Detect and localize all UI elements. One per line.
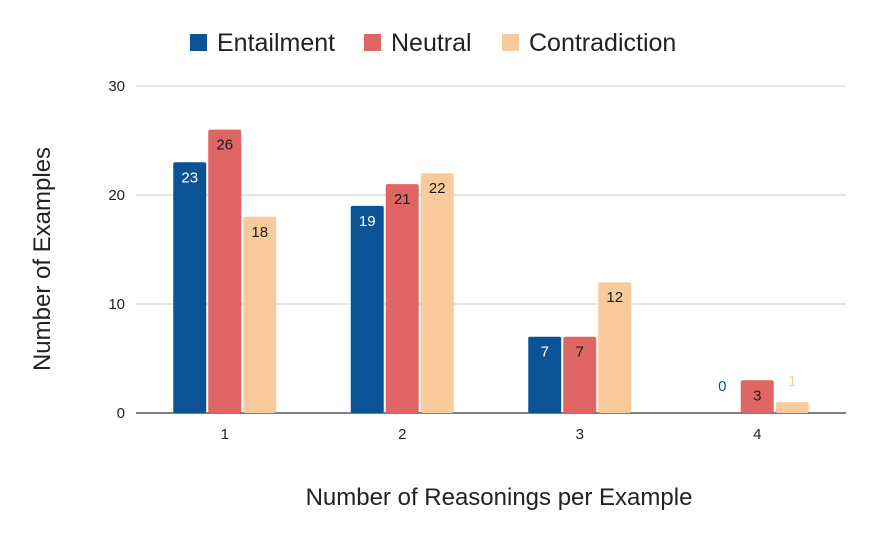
bars: 23 26 18 19 21 22 7 7 12 0 3 1	[173, 129, 809, 413]
legend-label-neutral: Neutral	[391, 29, 472, 57]
x-tick-label: 3	[576, 426, 584, 443]
data-label-entailment-1: 23	[181, 169, 198, 186]
bar-neutral-1	[208, 129, 242, 413]
y-tick-label: 30	[108, 78, 125, 95]
data-label-contradiction-4: 1	[788, 373, 796, 390]
y-tick-label: 0	[117, 405, 125, 422]
bar-entailment-2	[350, 205, 384, 413]
legend-label-contradiction: Contradiction	[529, 29, 676, 57]
legend: Entailment Neutral Contradiction	[190, 29, 676, 57]
legend-swatch-contradiction	[502, 34, 519, 51]
x-tick-label: 4	[753, 426, 761, 443]
data-label-neutral-1: 26	[216, 137, 233, 154]
y-tick-label: 10	[108, 296, 125, 313]
data-label-contradiction-2: 22	[429, 180, 446, 197]
data-label-contradiction-1: 18	[251, 224, 268, 241]
data-label-neutral-4: 3	[753, 387, 761, 404]
legend-swatch-neutral	[364, 34, 381, 51]
data-label-neutral-2: 21	[394, 191, 411, 208]
legend-label-entailment: Entailment	[217, 29, 335, 57]
bar-entailment-3	[528, 336, 562, 413]
bar-entailment-1	[173, 162, 207, 413]
bar-contradiction-1	[243, 216, 277, 413]
bar-contradiction-2	[420, 173, 454, 413]
data-label-entailment-4: 0	[718, 378, 726, 395]
y-tick-label: 20	[108, 187, 125, 204]
x-tick-label: 1	[221, 426, 229, 443]
bar-contradiction-4	[775, 402, 809, 413]
bar-neutral-2	[385, 184, 419, 413]
data-label-entailment-3: 7	[541, 344, 549, 361]
bar-neutral-3	[563, 336, 597, 413]
bar-neutral-4	[740, 380, 774, 413]
x-axis-title: Number of Reasonings per Example	[306, 484, 693, 511]
y-axis-title: Number of Examples	[29, 147, 56, 371]
data-label-neutral-3: 7	[576, 344, 584, 361]
bar-contradiction-3	[598, 282, 632, 413]
data-label-entailment-2: 19	[359, 213, 376, 230]
legend-swatch-entailment	[190, 34, 207, 51]
x-tick-label: 2	[398, 426, 406, 443]
x-axis-ticks: 1 2 3 4	[221, 426, 762, 443]
data-label-contradiction-3: 12	[606, 289, 623, 306]
